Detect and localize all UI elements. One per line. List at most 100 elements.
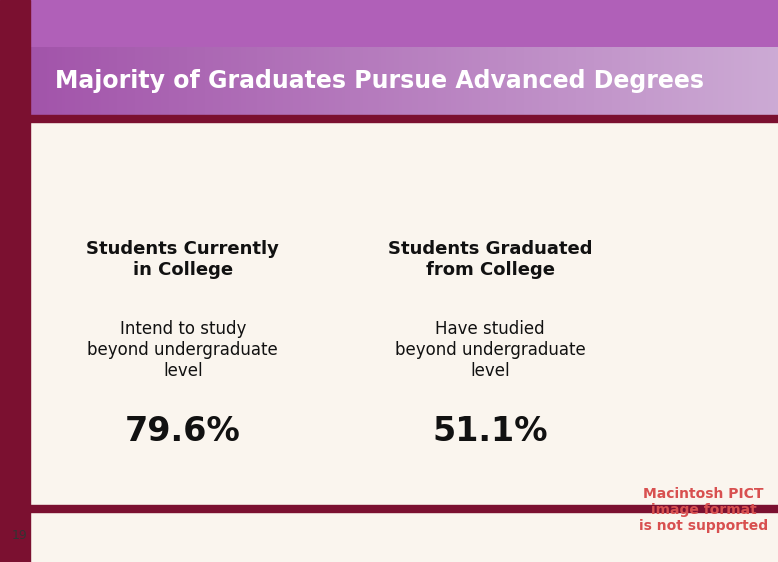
Bar bbox=[661, 47, 665, 115]
Bar bbox=[757, 47, 761, 115]
Bar bbox=[601, 47, 605, 115]
Bar bbox=[197, 47, 201, 115]
Bar bbox=[586, 47, 590, 115]
Bar bbox=[638, 47, 642, 115]
Bar bbox=[169, 47, 172, 115]
Bar bbox=[142, 47, 146, 115]
Bar bbox=[576, 47, 580, 115]
Bar bbox=[187, 47, 191, 115]
Bar bbox=[749, 47, 753, 115]
Bar bbox=[677, 47, 681, 115]
Bar bbox=[145, 47, 149, 115]
Bar bbox=[321, 47, 325, 115]
Bar bbox=[438, 47, 442, 115]
Bar bbox=[345, 47, 349, 115]
Bar bbox=[443, 47, 447, 115]
Bar bbox=[181, 47, 185, 115]
Bar bbox=[356, 47, 359, 115]
Bar bbox=[138, 47, 141, 115]
Bar bbox=[363, 47, 366, 115]
Bar bbox=[29, 47, 32, 115]
Bar bbox=[86, 47, 89, 115]
Bar bbox=[210, 47, 214, 115]
Bar bbox=[708, 47, 712, 115]
Text: Students Currently
in College: Students Currently in College bbox=[86, 240, 279, 279]
Bar bbox=[630, 47, 634, 115]
Bar bbox=[768, 47, 771, 115]
Bar bbox=[731, 47, 735, 115]
Bar bbox=[739, 47, 743, 115]
Bar bbox=[189, 47, 193, 115]
Bar bbox=[194, 47, 198, 115]
Bar bbox=[770, 47, 774, 115]
Bar bbox=[446, 47, 450, 115]
Bar bbox=[628, 47, 631, 115]
Bar bbox=[293, 47, 296, 115]
Bar bbox=[2, 47, 6, 115]
Bar bbox=[41, 47, 45, 115]
Bar bbox=[254, 47, 258, 115]
Bar bbox=[173, 47, 177, 115]
Bar bbox=[366, 47, 370, 115]
Bar bbox=[467, 47, 471, 115]
Bar bbox=[324, 47, 328, 115]
Bar bbox=[550, 47, 553, 115]
Bar bbox=[348, 47, 351, 115]
Bar bbox=[303, 47, 307, 115]
Bar bbox=[251, 47, 255, 115]
Bar bbox=[233, 47, 237, 115]
Bar bbox=[111, 47, 115, 115]
Bar bbox=[524, 47, 527, 115]
Bar bbox=[537, 47, 541, 115]
Bar bbox=[30, 122, 778, 505]
Bar bbox=[37, 47, 40, 115]
Bar bbox=[340, 47, 343, 115]
Text: 19: 19 bbox=[12, 529, 28, 542]
Bar bbox=[671, 47, 675, 115]
Bar bbox=[226, 47, 230, 115]
Bar bbox=[205, 47, 209, 115]
Bar bbox=[314, 47, 317, 115]
Bar bbox=[485, 47, 489, 115]
Bar bbox=[132, 47, 136, 115]
Bar bbox=[542, 47, 545, 115]
Bar bbox=[420, 47, 424, 115]
Bar bbox=[426, 47, 429, 115]
Bar bbox=[8, 47, 12, 115]
Bar bbox=[26, 47, 30, 115]
Bar bbox=[247, 47, 250, 115]
Bar bbox=[477, 47, 481, 115]
Bar bbox=[0, 115, 778, 122]
Bar bbox=[220, 47, 224, 115]
Bar bbox=[78, 47, 82, 115]
Bar bbox=[140, 47, 144, 115]
Bar bbox=[177, 47, 180, 115]
Bar bbox=[698, 47, 701, 115]
Bar bbox=[70, 47, 74, 115]
Bar bbox=[223, 47, 226, 115]
Bar bbox=[0, 0, 778, 47]
Bar bbox=[288, 47, 292, 115]
Bar bbox=[335, 47, 338, 115]
Bar bbox=[286, 47, 289, 115]
Bar bbox=[93, 47, 97, 115]
Bar bbox=[472, 47, 475, 115]
Bar bbox=[212, 47, 216, 115]
Bar bbox=[218, 47, 222, 115]
Bar bbox=[54, 47, 58, 115]
Bar bbox=[18, 47, 22, 115]
Bar bbox=[21, 47, 24, 115]
Bar bbox=[379, 47, 382, 115]
Bar bbox=[52, 47, 55, 115]
Bar bbox=[391, 47, 395, 115]
Bar bbox=[10, 47, 14, 115]
Bar bbox=[527, 47, 530, 115]
Bar bbox=[695, 47, 699, 115]
Bar bbox=[568, 47, 572, 115]
Bar bbox=[667, 47, 670, 115]
Bar bbox=[127, 47, 131, 115]
Text: Students Graduated
from College: Students Graduated from College bbox=[388, 240, 592, 279]
Bar bbox=[566, 47, 569, 115]
Bar bbox=[311, 47, 315, 115]
Bar bbox=[65, 47, 68, 115]
